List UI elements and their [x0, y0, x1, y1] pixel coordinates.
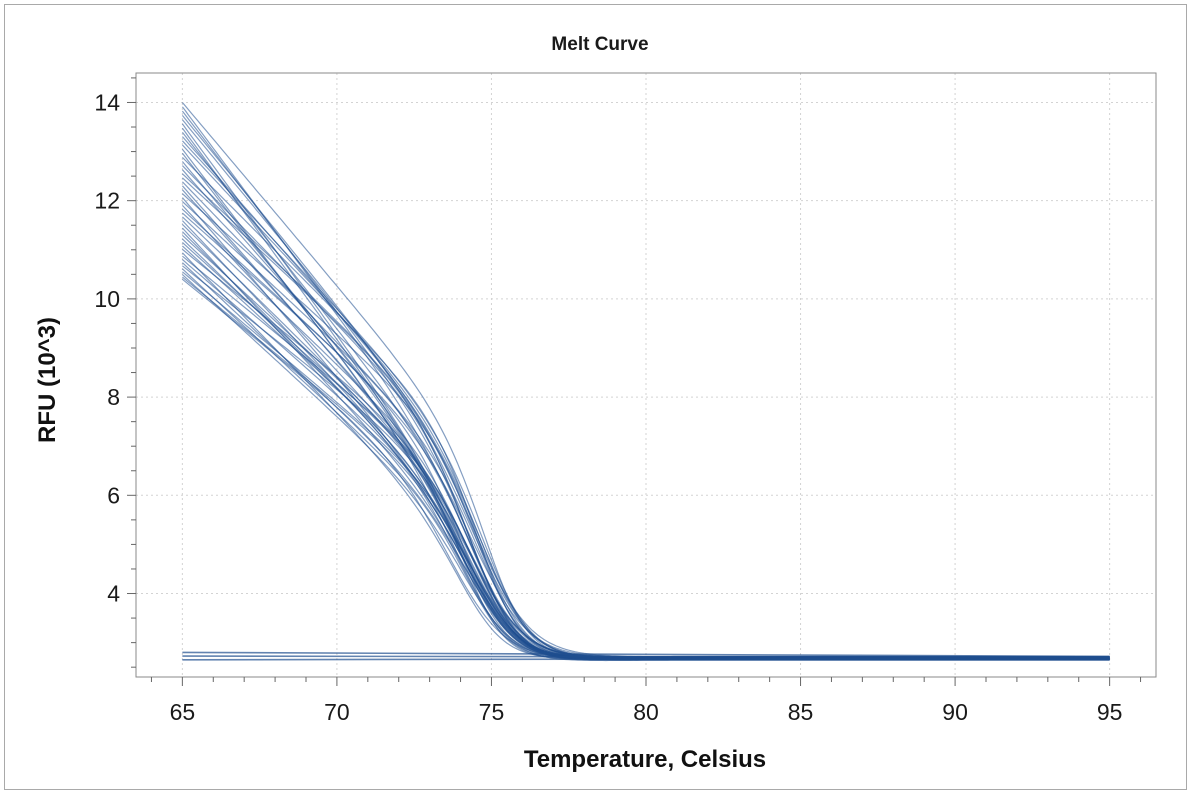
- y-tick-label: 8: [107, 384, 120, 410]
- y-tick-label: 14: [94, 89, 120, 115]
- baseline-curve-line: [182, 651, 1110, 658]
- melt-curve-line: [181, 144, 1110, 659]
- x-tick-label: 80: [633, 699, 659, 725]
- y-tick-label: 4: [107, 581, 120, 607]
- chart-title: Melt Curve: [551, 34, 648, 55]
- melt-curve-chart: Melt Curve 65 70 75 80 85 90 95 4 6 8 10 12 14 Tempe…: [34, 34, 1157, 773]
- baseline-curve-line: [182, 655, 1110, 659]
- x-tick-label: 65: [170, 699, 196, 725]
- x-tick-label: 90: [942, 699, 968, 725]
- y-tick-label: 10: [94, 286, 120, 312]
- chart-frame: Melt Curve 65 70 75 80 85 90 95 4 6 8 10 12 14 Tempe…: [4, 4, 1187, 790]
- series-lines: [181, 102, 1110, 662]
- x-tick-label: 75: [479, 699, 505, 725]
- y-axis-label: RFU (10^3): [34, 317, 61, 443]
- baseline-curve-line: [182, 657, 1110, 661]
- x-tick-label: 95: [1097, 699, 1123, 725]
- x-axis-label: Temperature, Celsius: [524, 746, 766, 773]
- melt-curve-line: [181, 156, 1110, 658]
- grid: [136, 73, 1156, 677]
- x-tick-label: 85: [788, 699, 814, 725]
- y-tick-label: 12: [94, 188, 120, 214]
- x-tick-label: 70: [324, 699, 350, 725]
- y-tick-label: 6: [107, 482, 120, 508]
- axis-ticks: 65 70 75 80 85 90 95 4 6 8 10 12 14: [94, 77, 1142, 725]
